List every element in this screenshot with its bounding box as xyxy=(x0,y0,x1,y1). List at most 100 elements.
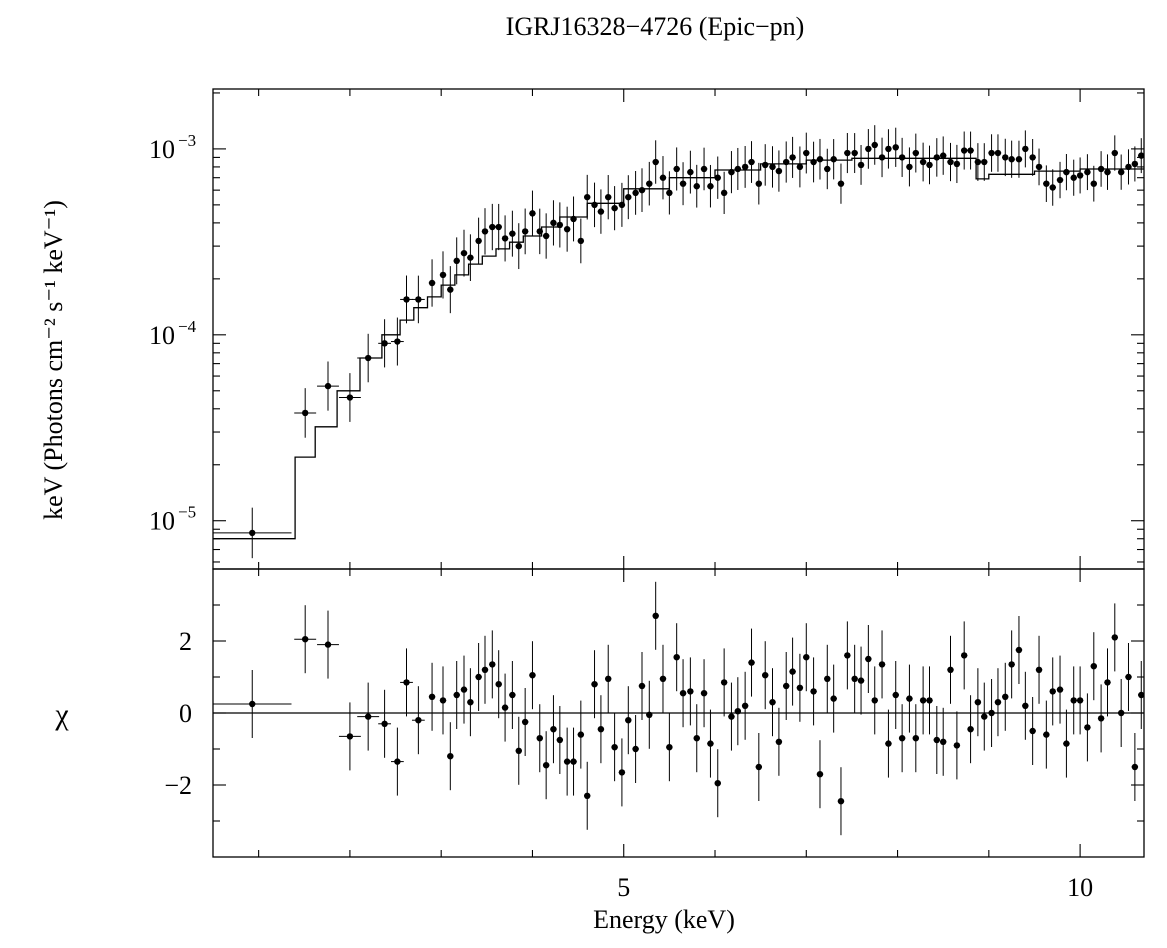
residual-point xyxy=(638,682,646,690)
residual-point xyxy=(1063,740,1070,747)
residual-point xyxy=(542,762,550,769)
data-point xyxy=(556,221,564,229)
data-point xyxy=(679,180,687,187)
data-point xyxy=(1035,163,1043,171)
data-point xyxy=(563,225,571,233)
residual-point xyxy=(919,697,927,704)
data-point xyxy=(769,163,776,171)
residual-point xyxy=(489,661,496,668)
data-point xyxy=(1029,154,1036,161)
data-point xyxy=(467,254,474,261)
data-point xyxy=(933,154,941,161)
residual-point xyxy=(803,654,810,661)
residual-point xyxy=(625,717,632,724)
residual-point xyxy=(967,726,974,733)
residual-point xyxy=(871,697,878,704)
data-point xyxy=(1056,176,1064,184)
data-point xyxy=(495,223,502,231)
residual-point xyxy=(301,636,309,643)
data-point xyxy=(837,180,845,187)
residual-point xyxy=(509,691,516,699)
data-point xyxy=(605,193,612,201)
residual-point xyxy=(666,744,673,751)
residual-point xyxy=(755,763,763,771)
residual-point xyxy=(249,700,256,708)
residual-point xyxy=(700,690,708,697)
residual-point xyxy=(381,720,388,727)
data-point xyxy=(618,201,626,209)
residual-point xyxy=(324,641,332,648)
residual-point xyxy=(1035,666,1043,673)
residual-point xyxy=(728,713,735,720)
residual-point xyxy=(1029,727,1036,735)
chart-title: IGRJ16328−4726 (Epic−pn) xyxy=(506,12,805,41)
data-point xyxy=(687,168,694,176)
data-point xyxy=(1076,172,1084,179)
residual-point xyxy=(1043,731,1050,738)
residual-point xyxy=(912,735,920,742)
data-point xyxy=(439,271,447,279)
data-point xyxy=(775,167,783,175)
data-point xyxy=(415,296,422,303)
data-point xyxy=(501,235,509,242)
data-point xyxy=(591,201,598,209)
data-point xyxy=(646,180,653,187)
residual-point xyxy=(748,659,755,666)
residual-point xyxy=(714,780,721,787)
data-point xyxy=(939,152,947,159)
residual-point xyxy=(769,699,776,706)
residual-point xyxy=(837,798,845,805)
residual-point xyxy=(878,661,886,668)
residual-point xyxy=(824,675,831,682)
data-point xyxy=(453,257,460,265)
data-point xyxy=(741,163,749,171)
data-point xyxy=(981,158,988,166)
y-tick-label: 10 xyxy=(149,321,175,350)
residual-point xyxy=(953,742,961,749)
residual-point xyxy=(816,771,824,778)
residual-point xyxy=(453,691,460,699)
data-point xyxy=(755,180,763,187)
residual-point xyxy=(563,758,571,765)
data-point xyxy=(577,237,585,245)
residual-point xyxy=(939,738,947,745)
data-point xyxy=(714,174,721,181)
residual-point xyxy=(1131,763,1139,771)
residual-point xyxy=(885,740,892,747)
residual-point xyxy=(346,733,354,740)
residual-point xyxy=(1070,697,1077,704)
residual-point xyxy=(652,612,659,619)
residual-point xyxy=(906,695,913,702)
data-point xyxy=(542,232,550,240)
residual-point xyxy=(707,740,714,747)
data-point xyxy=(816,156,824,163)
residual-point xyxy=(981,713,988,720)
residual-point xyxy=(611,744,618,751)
y-tick-label: 10 xyxy=(149,135,175,164)
data-point xyxy=(1090,180,1097,187)
residual-point xyxy=(501,704,509,711)
x-tick-label: 10 xyxy=(1067,873,1093,902)
residual-point xyxy=(693,735,700,742)
data-point xyxy=(460,249,468,257)
residual-point xyxy=(394,758,401,765)
residual-point xyxy=(577,731,585,738)
residual-point xyxy=(789,668,796,675)
residual-point xyxy=(447,753,454,760)
data-point xyxy=(693,183,700,190)
data-point xyxy=(529,210,536,217)
y-tick-label: −2 xyxy=(164,771,192,800)
residual-point xyxy=(1076,697,1084,704)
data-point xyxy=(1117,168,1125,176)
data-point xyxy=(428,279,436,287)
data-point xyxy=(515,242,522,250)
residual-point xyxy=(1049,688,1056,695)
residual-point xyxy=(762,672,769,679)
residual-point xyxy=(851,675,858,682)
residual-point xyxy=(1090,663,1097,670)
residual-point xyxy=(529,672,536,679)
residual-point xyxy=(515,747,522,754)
data-point xyxy=(728,168,735,176)
data-point xyxy=(381,340,388,347)
residual-point xyxy=(687,688,694,695)
